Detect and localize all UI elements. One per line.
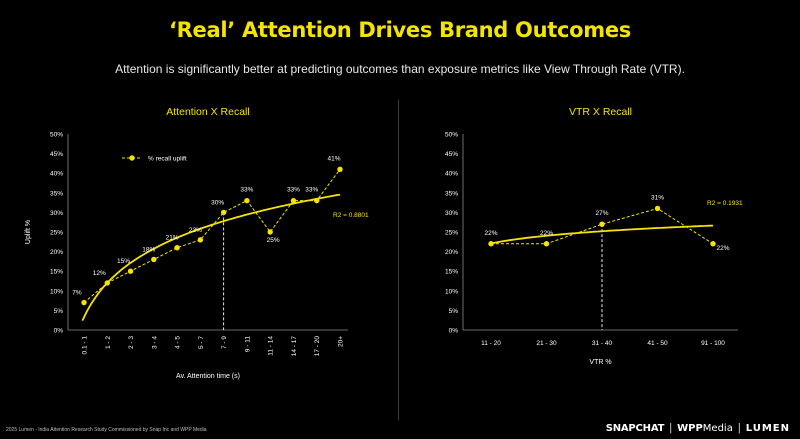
x-tick-label: 11 - 20 xyxy=(481,340,501,347)
data-point xyxy=(337,166,343,172)
data-point xyxy=(151,256,157,263)
y-tick-label: 40% xyxy=(50,171,63,178)
data-point xyxy=(599,221,605,227)
x-tick-label: 21 - 30 xyxy=(536,340,557,347)
data-label: 25% xyxy=(267,237,280,244)
y-axis-label: Uplift % xyxy=(25,220,32,244)
data-point xyxy=(543,241,550,247)
data-point xyxy=(488,241,494,247)
series-line xyxy=(83,169,341,303)
x-tick-label: 11 - 14 xyxy=(268,336,275,356)
data-label: 33% xyxy=(305,187,318,194)
data-label: 23% xyxy=(189,227,202,234)
y-tick-label: 15% xyxy=(445,269,458,276)
data-label: 41% xyxy=(327,155,340,162)
data-label: 33% xyxy=(240,187,253,194)
x-tick-label: 41 - 50 xyxy=(647,340,668,347)
data-point xyxy=(290,197,297,204)
y-tick-label: 25% xyxy=(50,230,63,237)
data-label: 22% xyxy=(484,230,497,237)
lumen-logo: LUMEN xyxy=(745,422,790,434)
data-point xyxy=(127,268,134,274)
data-point xyxy=(314,197,320,204)
wpp-media-logo: WPPMedia xyxy=(677,423,733,434)
y-tick-label: 0% xyxy=(54,328,64,335)
y-tick-label: 40% xyxy=(445,171,458,178)
trendline xyxy=(81,193,341,321)
data-point xyxy=(220,209,227,216)
wpp-logo-media: Media xyxy=(702,422,733,434)
data-label: 31% xyxy=(651,194,664,201)
y-tick-label: 15% xyxy=(50,269,63,276)
y-tick-label: 5% xyxy=(449,308,459,315)
data-label: 30% xyxy=(211,199,224,206)
snapchat-logo: SNAPCHAT xyxy=(605,422,665,434)
legend-label: % recall uplift xyxy=(148,156,187,163)
y-tick-label: 35% xyxy=(445,190,458,197)
x-tick-label: 7 - 9 xyxy=(221,336,228,349)
x-tick-label: 2 - 3 xyxy=(128,336,135,349)
data-label: 22% xyxy=(716,245,729,252)
y-tick-label: 10% xyxy=(50,288,63,295)
logo-separator: | xyxy=(737,422,741,434)
y-tick-label: 10% xyxy=(445,288,458,295)
page-subtitle: Attention is significantly better at pre… xyxy=(115,62,685,76)
footer-note: 2025 Lumen - India Attention Research St… xyxy=(6,427,207,433)
y-tick-label: 5% xyxy=(54,308,64,315)
x-tick-label: 3 - 4 xyxy=(151,336,158,349)
x-axis-label: Av. Attention time (s) xyxy=(176,373,240,380)
chart-title: Attention X Recall xyxy=(166,106,249,118)
data-point xyxy=(710,241,716,247)
chart-divider xyxy=(398,100,399,420)
x-tick-label: 1 - 2 xyxy=(105,336,112,349)
x-axis-label: VTR % xyxy=(589,359,611,366)
y-tick-label: 45% xyxy=(445,151,458,158)
page-title: ‘Real’ Attention Drives Brand Outcomes xyxy=(169,18,631,42)
trendline xyxy=(490,224,714,245)
y-tick-label: 20% xyxy=(50,249,63,256)
data-point xyxy=(104,280,110,286)
data-point xyxy=(197,237,204,243)
y-tick-label: 35% xyxy=(50,190,63,197)
y-tick-label: 30% xyxy=(445,210,458,217)
chart-title: VTR X Recall xyxy=(569,106,632,118)
logo-separator: | xyxy=(669,422,673,434)
y-tick-label: 30% xyxy=(50,210,63,217)
y-tick-label: 45% xyxy=(50,151,63,158)
data-point xyxy=(174,244,180,251)
series-line xyxy=(491,207,714,245)
data-point xyxy=(267,229,273,235)
x-tick-label: 20+ xyxy=(338,336,345,347)
y-tick-label: 0% xyxy=(449,328,459,335)
legend-marker xyxy=(129,155,135,161)
x-tick-label: 17 - 20 xyxy=(314,336,321,357)
data-label: 12% xyxy=(93,270,106,277)
data-label: 7% xyxy=(72,290,82,297)
y-tick-label: 20% xyxy=(445,249,458,256)
x-tick-label: 31 - 40 xyxy=(592,340,613,347)
x-tick-label: 9 - 11 xyxy=(244,336,251,353)
y-tick-label: 50% xyxy=(445,132,458,139)
data-label: 33% xyxy=(287,187,300,194)
wpp-logo-bold: WPP xyxy=(677,422,703,434)
x-tick-label: 14 - 17 xyxy=(291,336,298,357)
x-tick-label: 91 - 100 xyxy=(701,340,725,347)
r2-label: R2 = 0.1931 xyxy=(707,200,743,207)
x-tick-label: 0.1 - 1 xyxy=(82,336,89,355)
data-label: 21% xyxy=(166,235,179,242)
data-label: 18% xyxy=(142,246,155,253)
data-point xyxy=(654,205,661,212)
r2-label: R2 = 0.8801 xyxy=(333,212,369,219)
y-tick-label: 50% xyxy=(50,132,63,139)
x-tick-label: 5 - 7 xyxy=(198,336,205,349)
y-tick-label: 25% xyxy=(445,230,458,237)
brand-logos: SNAPCHAT | WPPMedia | LUMEN xyxy=(606,421,790,435)
data-label: 22% xyxy=(540,230,553,237)
data-point xyxy=(244,197,250,204)
data-label: 27% xyxy=(595,210,608,217)
x-tick-label: 4 - 5 xyxy=(175,336,182,349)
data-point xyxy=(81,299,87,306)
data-label: 15% xyxy=(117,258,130,265)
